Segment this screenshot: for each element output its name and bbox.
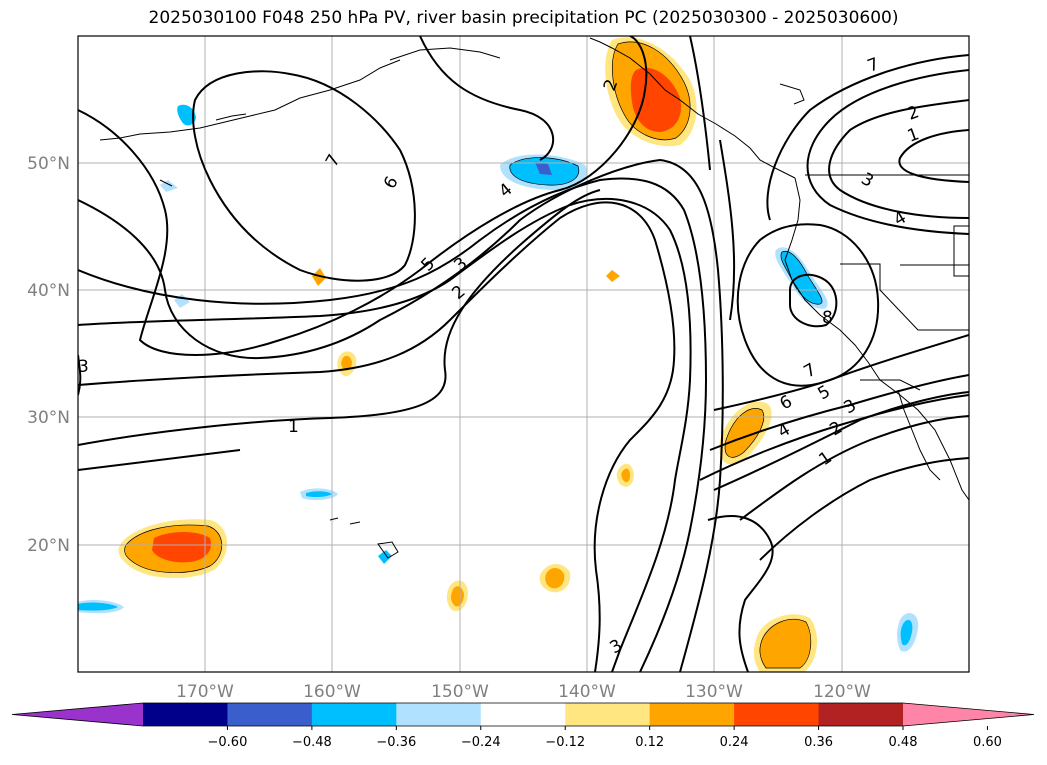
colorbar-bin (396, 703, 482, 726)
colorbar: −0.60 −0.48 −0.36 −0.24 −0.12 0.12 0.24 0.36 0.4… (11, 702, 1035, 750)
colorbar-extend-high (903, 703, 1034, 726)
contour-label: 3 (607, 636, 626, 659)
pv-contours (78, 36, 969, 672)
precip-blob-negative (378, 550, 392, 564)
contour-label: 7 (801, 360, 820, 383)
colorbar-bin (818, 703, 904, 726)
colorbar-tick-label: −0.36 (376, 735, 416, 750)
precip-blob-positive (152, 532, 212, 563)
colorbar-tick-label: 0.12 (635, 735, 664, 750)
contour-label: 2 (905, 102, 922, 124)
precip-outlines (124, 41, 823, 669)
colorbar-bin (565, 703, 651, 726)
contour-label: 2 (448, 282, 469, 304)
precip-blob-negative (160, 180, 178, 192)
contour-label: 3 (858, 169, 877, 192)
precip-blob-negative (177, 104, 196, 126)
colorbar-tick-label: 0.24 (720, 735, 749, 750)
colorbar-tick-label: 0.60 (973, 735, 1002, 750)
contour-label: 6 (380, 173, 403, 192)
contour-label: 1 (905, 124, 922, 146)
precip-blob-positive (630, 67, 682, 132)
precip-blob-negative (174, 294, 190, 308)
colorbar-bin (311, 703, 397, 726)
map-frame (77, 35, 970, 673)
precip-blob-positive (312, 268, 326, 286)
lon-label-160w: 160°W (303, 682, 361, 702)
lat-label-50n: 50°N (27, 154, 70, 174)
coastlines (99, 37, 969, 559)
lat-label-30n: 30°N (27, 408, 70, 428)
precip-blob-positive (606, 270, 620, 282)
lon-label-140w: 140°W (558, 682, 616, 702)
lon-label-130w: 130°W (685, 682, 743, 702)
colorbar-tick-label: −0.48 (292, 735, 332, 750)
precip-blob-positive (759, 619, 811, 668)
colorbar-tick-label: −0.12 (545, 735, 585, 750)
precip-blob-positive (725, 408, 764, 458)
colorbar-bin (143, 703, 228, 726)
colorbar-bin (649, 703, 735, 726)
lon-label-120w: 120°W (813, 682, 871, 702)
contour-label: 3 (841, 396, 860, 419)
colorbar-tick-label: 0.48 (889, 735, 918, 750)
contour-label: 4 (495, 180, 516, 202)
contour-label: 6 (777, 392, 796, 415)
precip-blob-negative (900, 619, 913, 646)
colorbar-bin (227, 703, 313, 726)
lon-label-170w: 170°W (176, 682, 234, 702)
lat-label-20n: 20°N (27, 536, 70, 556)
colorbar-tick-label: −0.60 (208, 735, 248, 750)
map-plot-area: 7 6 5 4 3 2 1 2 7 2 1 3 4 8 7 6 5 3 2 1 … (78, 36, 969, 672)
contour-label: 5 (815, 382, 834, 405)
precip-blob-positive (545, 568, 565, 589)
lon-label-150w: 150°W (431, 682, 489, 702)
longitude-labels: 170°W 160°W 150°W 140°W 130°W 120°W (176, 682, 871, 702)
map-title: 2025030100 F048 250 hPa PV, river basin … (148, 8, 899, 28)
precip-blob-negative (535, 162, 552, 175)
colorbar-tick-label: 0.36 (804, 735, 833, 750)
colorbar-bin (480, 703, 566, 726)
precip-blob-negative (780, 251, 823, 305)
contour-label: 7 (865, 54, 882, 76)
precip-blob-positive (341, 355, 352, 371)
precip-blob-negative (306, 491, 332, 498)
precip-blob-negative (78, 602, 118, 611)
contour-label: 3 (78, 357, 89, 377)
contour-label: 1 (288, 417, 299, 437)
lat-label-40n: 40°N (27, 281, 70, 301)
latitude-labels: 50°N 40°N 30°N 20°N (27, 154, 70, 556)
map-gridlines (78, 36, 969, 672)
colorbar-tick-label: −0.24 (461, 735, 501, 750)
precip-blob-positive (621, 468, 630, 483)
precip-blob-positive (451, 586, 464, 607)
contour-label: 8 (822, 308, 833, 328)
contour-label: 4 (891, 208, 910, 231)
contour-label: 7 (322, 151, 345, 170)
colorbar-extend-low (12, 703, 143, 726)
colorbar-bin (734, 703, 820, 726)
contour-label: 4 (775, 420, 794, 443)
colorbar-outline (11, 702, 1035, 727)
